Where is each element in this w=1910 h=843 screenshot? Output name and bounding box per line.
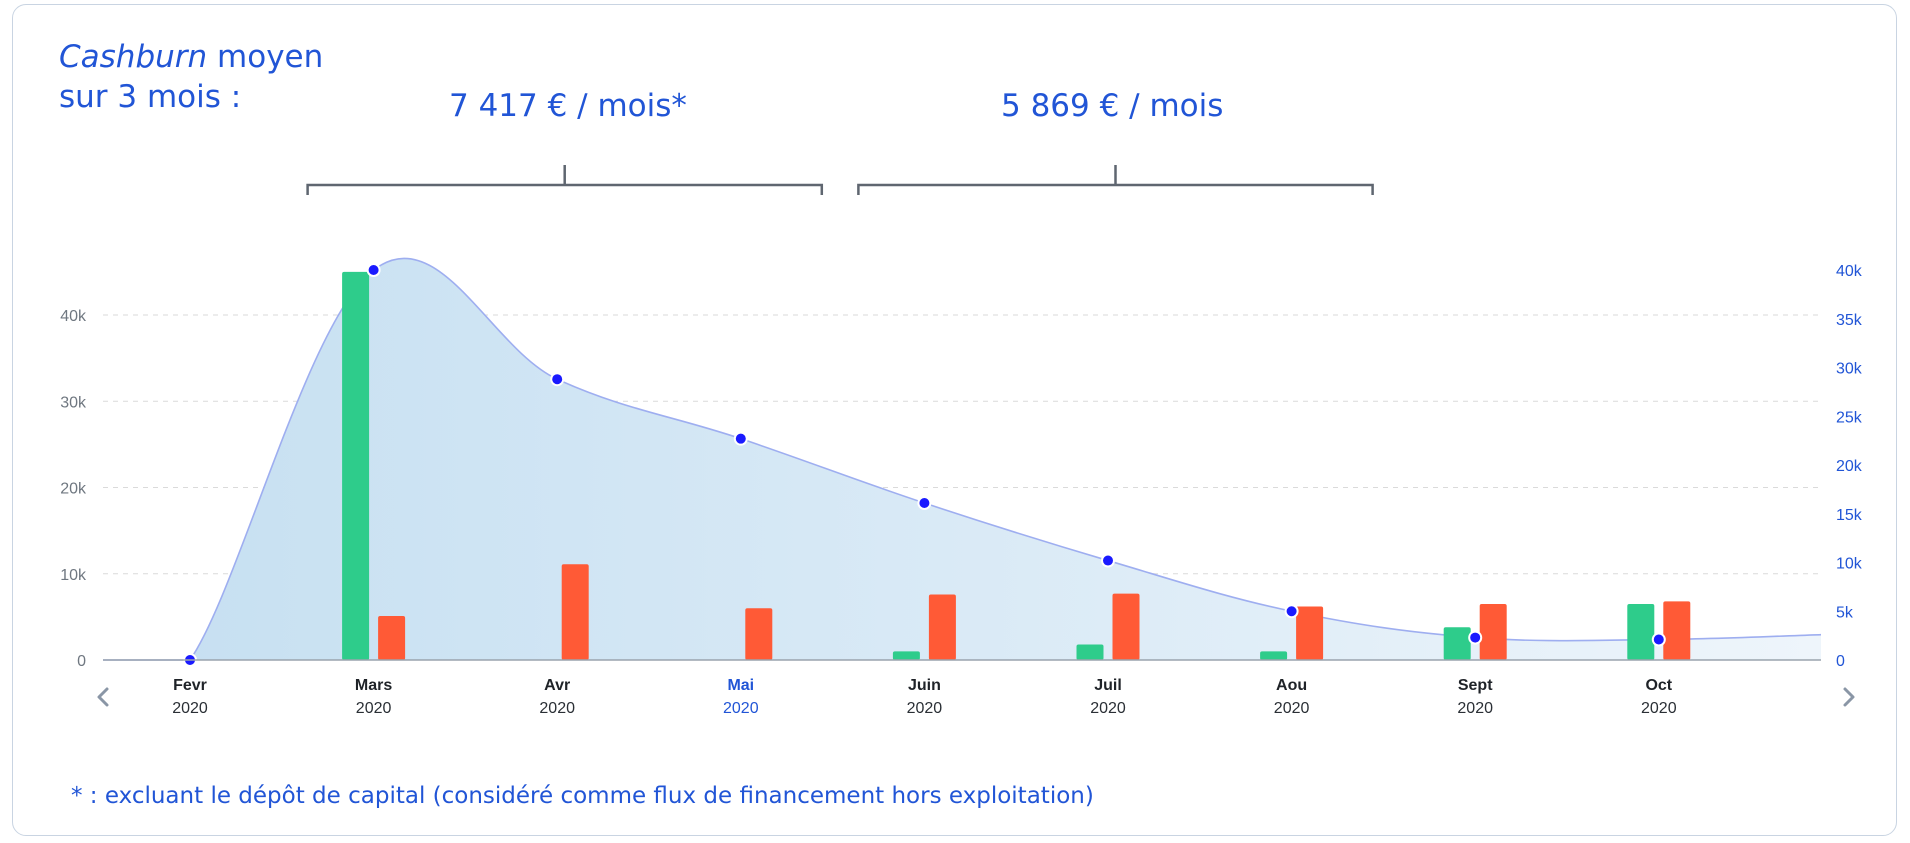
x-tick-month: Mars: [355, 677, 392, 694]
x-tick-month: Aou: [1276, 677, 1307, 694]
chart-card: Cashburn moyen sur 3 mois : 7 417 € / mo…: [12, 4, 1897, 836]
x-tick-month: Oct: [1645, 677, 1672, 694]
x-tick-year: 2020: [1090, 700, 1126, 717]
x-tick-month: Sept: [1458, 677, 1493, 694]
area-point: [1284, 604, 1299, 619]
x-tick-month: Mai: [727, 677, 754, 694]
y-right-tick-label: 25k: [1836, 409, 1863, 426]
x-tick-month: Juin: [908, 677, 941, 694]
x-tick-year: 2020: [1274, 700, 1310, 717]
bar-green: [1443, 627, 1471, 660]
x-tick-month: Avr: [544, 677, 570, 694]
bar-orange: [561, 564, 589, 660]
x-tick-year: 2020: [539, 700, 575, 717]
y-left-tick-label: 40k: [60, 308, 87, 325]
y-right-tick-label: 10k: [1836, 556, 1863, 573]
bar-orange: [1663, 601, 1691, 660]
bar-series: [342, 271, 1691, 660]
bar-orange: [928, 594, 956, 660]
bar-green: [342, 271, 370, 660]
chevron-left-icon: [97, 687, 109, 707]
footnote: * : excluant le dépôt de capital (consid…: [71, 783, 1094, 809]
y-right-tick-label: 5k: [1836, 604, 1854, 621]
x-tick-year: 2020: [172, 700, 208, 717]
area-point: [1468, 630, 1483, 645]
y-left-tick-label: 20k: [60, 481, 87, 498]
area-point: [550, 372, 565, 387]
period-bracket: [857, 165, 1374, 195]
next-arrow-button[interactable]: [1833, 677, 1863, 717]
bar-orange: [1296, 606, 1324, 660]
x-tick-year: 2020: [723, 700, 759, 717]
y-right-tick-label: 30k: [1836, 361, 1863, 378]
y-right-tick-label: 20k: [1836, 458, 1863, 475]
y-right-tick-label: 35k: [1836, 312, 1863, 329]
x-tick-year: 2020: [356, 700, 392, 717]
area-fill: [103, 258, 1821, 660]
previous-arrow-button[interactable]: [89, 677, 119, 717]
bar-orange: [378, 616, 406, 660]
cashburn-title: Cashburn moyen sur 3 mois :: [59, 37, 323, 117]
cashburn-title-line2: sur 3 mois :: [59, 79, 242, 115]
y-right-tick-label: 0: [1836, 653, 1845, 670]
period-brackets: [306, 165, 1374, 195]
y-left-tick-label: 10k: [60, 567, 87, 584]
x-tick-month: Fevr: [173, 677, 207, 694]
bar-orange: [745, 608, 773, 660]
bar-green: [1260, 651, 1288, 660]
bar-green: [1076, 644, 1104, 660]
x-tick-year: 2020: [1641, 700, 1677, 717]
bar-orange: [1479, 603, 1507, 660]
grid-lines: [103, 314, 1821, 575]
average-first-period: 7 417 € / mois*: [449, 88, 687, 124]
y-right-tick-label: 15k: [1836, 507, 1863, 524]
y-left-tick-label: 30k: [60, 394, 87, 411]
x-tick-month: Juil: [1094, 677, 1122, 694]
x-tick-year: 2020: [907, 700, 943, 717]
bar-green: [892, 651, 920, 660]
area-point: [1101, 553, 1115, 568]
cashburn-title-rest: moyen: [217, 39, 324, 75]
bar-green: [1627, 603, 1655, 660]
x-tick-year: 2020: [1457, 700, 1493, 717]
area-point: [733, 431, 748, 446]
average-second-period: 5 869 € / mois: [1001, 88, 1224, 124]
area-point: [366, 263, 381, 277]
y-right-tick-label: 40k: [1836, 263, 1863, 280]
cashburn-chart: 0 10k 20k 30k 40k 0 5k 10k 15k 20k 25k 30k 35k 40k Fev…: [60, 165, 1863, 717]
y-left-tick-label: 0: [77, 653, 86, 670]
area-point: [917, 496, 932, 511]
bar-orange: [1112, 593, 1140, 660]
chevron-right-icon: [1843, 687, 1855, 707]
axes: 0 10k 20k 30k 40k 0 5k 10k 15k 20k 25k 30k 35k 40k Fev…: [60, 263, 1863, 717]
area-point: [1651, 632, 1666, 647]
period-bracket: [306, 165, 824, 195]
cashburn-title-italic: Cashburn: [59, 39, 208, 75]
